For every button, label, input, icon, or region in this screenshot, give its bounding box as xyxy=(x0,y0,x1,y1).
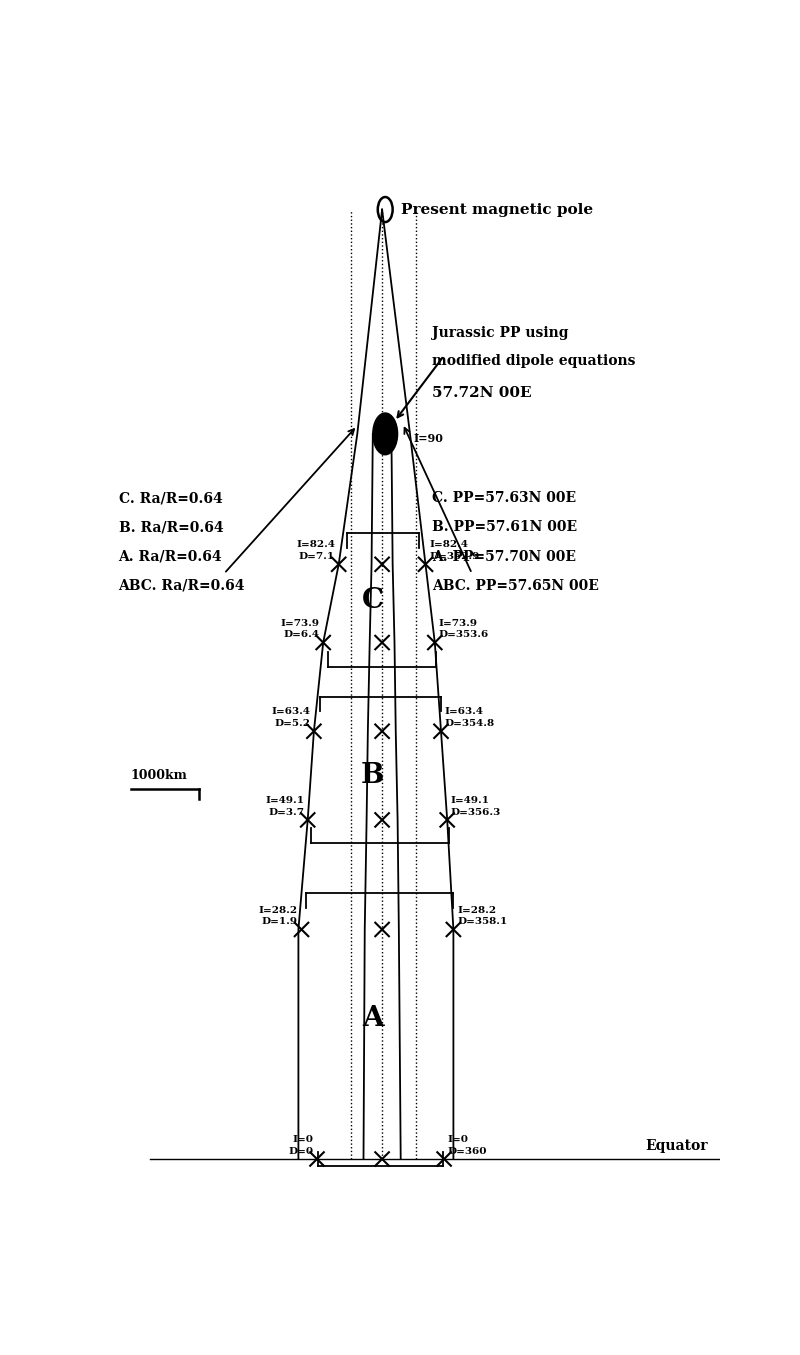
Text: Equator: Equator xyxy=(646,1138,708,1153)
Text: I=49.1
D=356.3: I=49.1 D=356.3 xyxy=(451,795,501,817)
Text: 1000km: 1000km xyxy=(131,770,188,782)
Text: A. PP=57.70N 00E: A. PP=57.70N 00E xyxy=(432,550,576,564)
Text: B. PP=57.61N 00E: B. PP=57.61N 00E xyxy=(432,520,577,534)
Text: ABC. PP=57.65N 00E: ABC. PP=57.65N 00E xyxy=(432,579,598,593)
Text: I=63.4
D=5.2: I=63.4 D=5.2 xyxy=(271,707,310,728)
Text: I=82.4
D=7.1: I=82.4 D=7.1 xyxy=(296,541,335,561)
Text: 57.72N 00E: 57.72N 00E xyxy=(432,386,531,401)
Text: I=0
D=0: I=0 D=0 xyxy=(288,1135,314,1156)
Text: I=82.4
D=352.9: I=82.4 D=352.9 xyxy=(430,541,479,561)
Text: Jurassic PP using: Jurassic PP using xyxy=(432,327,568,340)
Text: I=73.9
D=6.4: I=73.9 D=6.4 xyxy=(281,619,319,640)
Text: I=49.1
D=3.7: I=49.1 D=3.7 xyxy=(265,795,304,817)
Text: I=28.2
D=358.1: I=28.2 D=358.1 xyxy=(457,905,507,927)
Text: I=0
D=360: I=0 D=360 xyxy=(448,1135,487,1156)
Text: I=90: I=90 xyxy=(413,432,443,443)
Text: I=63.4
D=354.8: I=63.4 D=354.8 xyxy=(445,707,495,728)
Text: B: B xyxy=(361,762,385,789)
Text: C. Ra/R=0.64: C. Ra/R=0.64 xyxy=(118,492,222,505)
Text: A. Ra/R=0.64: A. Ra/R=0.64 xyxy=(118,550,222,564)
Text: Present magnetic pole: Present magnetic pole xyxy=(401,202,593,217)
Text: A: A xyxy=(362,1004,384,1031)
Text: I=28.2
D=1.9: I=28.2 D=1.9 xyxy=(258,905,298,927)
Text: modified dipole equations: modified dipole equations xyxy=(432,354,635,369)
Circle shape xyxy=(373,413,398,455)
Text: C: C xyxy=(362,587,384,614)
Text: I=73.9
D=353.6: I=73.9 D=353.6 xyxy=(438,619,489,640)
Text: C. PP=57.63N 00E: C. PP=57.63N 00E xyxy=(432,492,576,505)
Text: ABC. Ra/R=0.64: ABC. Ra/R=0.64 xyxy=(118,579,245,593)
Text: B. Ra/R=0.64: B. Ra/R=0.64 xyxy=(118,520,223,534)
